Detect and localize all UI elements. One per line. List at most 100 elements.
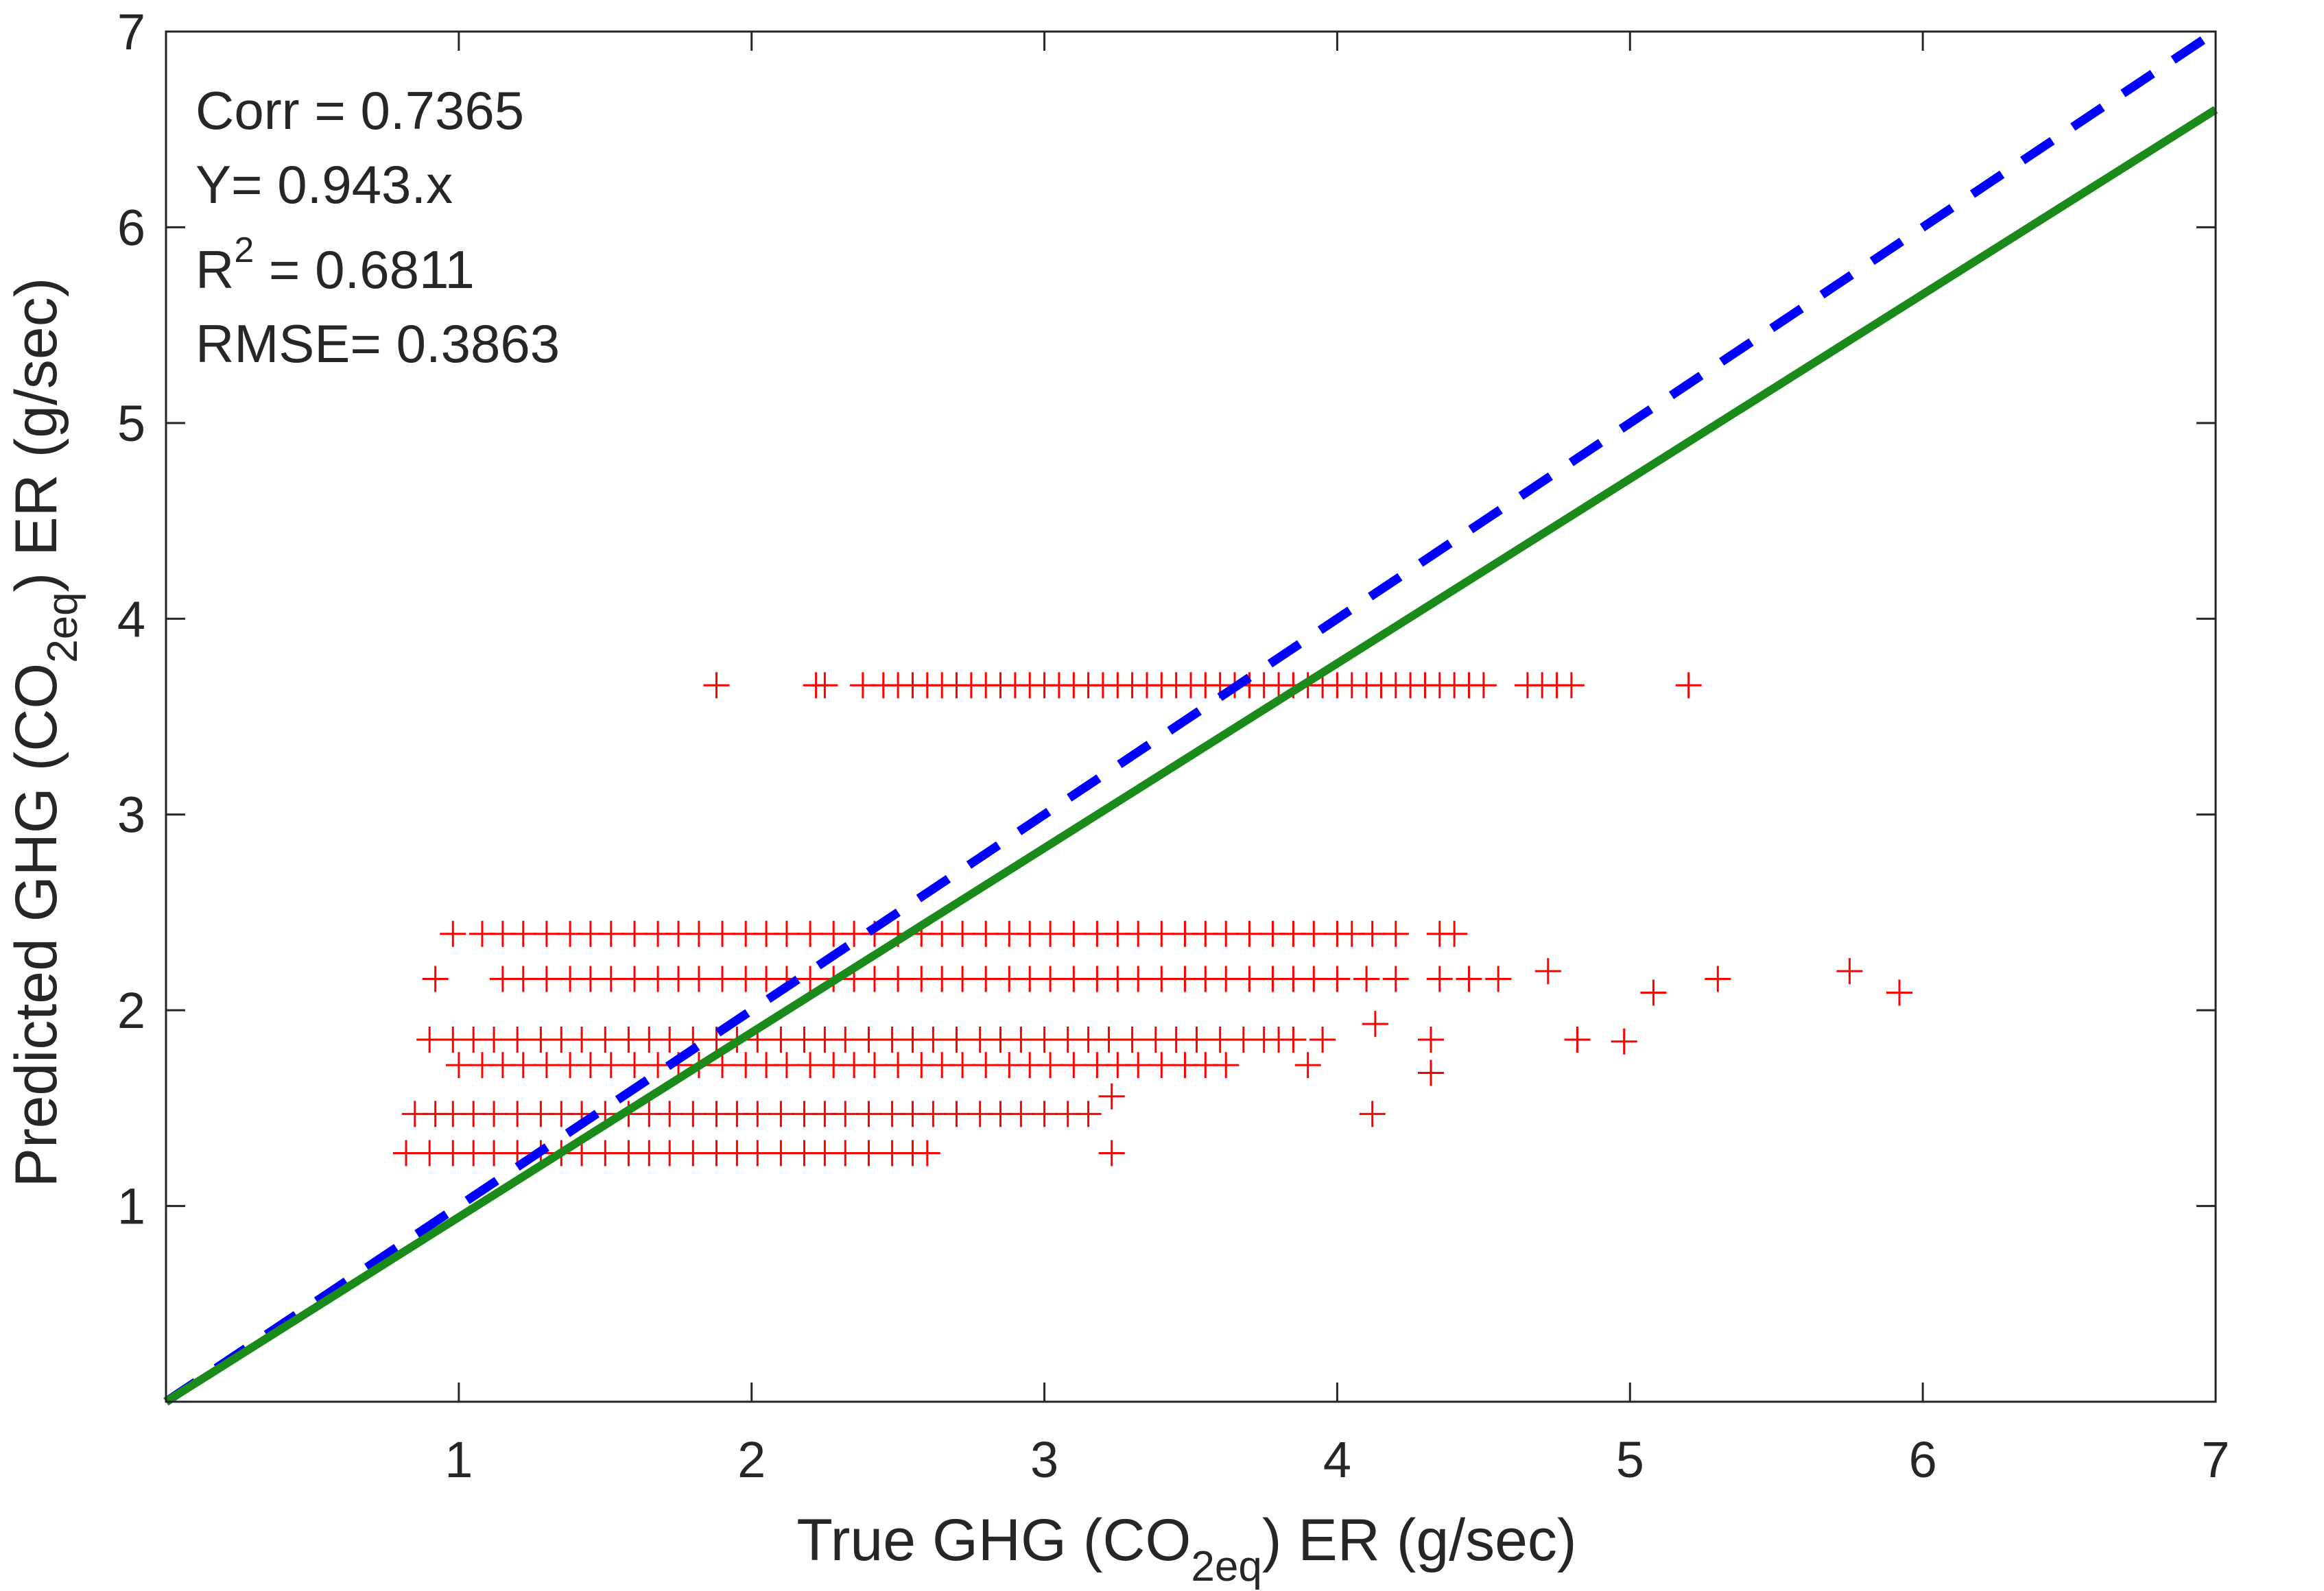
data-point (1236, 966, 1263, 992)
data-point (855, 1140, 882, 1167)
data-point (1886, 979, 1912, 1006)
data-point (1060, 1052, 1087, 1079)
data-point (592, 1140, 619, 1167)
y-tick-label: 4 (117, 590, 145, 647)
data-point (744, 1140, 771, 1167)
y-tick-label: 2 (117, 982, 145, 1039)
data-point (1207, 1027, 1233, 1053)
data-point (862, 966, 888, 992)
data-point (1037, 920, 1064, 947)
data-point (416, 1140, 443, 1167)
data-point (949, 966, 976, 992)
data-point (832, 1101, 859, 1127)
r2-text: R2 = 0.6811 (195, 230, 475, 300)
data-point (973, 920, 999, 947)
data-point (1148, 1052, 1175, 1079)
data-point (533, 1052, 560, 1079)
data-point (656, 1101, 683, 1127)
data-point (1675, 672, 1702, 699)
data-point (1441, 920, 1468, 947)
data-point (1426, 966, 1453, 992)
data-point (768, 1140, 794, 1167)
data-point (832, 1140, 859, 1167)
data-point (1125, 966, 1152, 992)
data-point (1213, 920, 1240, 947)
data-point (797, 1052, 824, 1079)
y-tick-label: 5 (117, 395, 145, 452)
data-point (855, 1101, 882, 1127)
data-point (1148, 920, 1175, 947)
data-point (709, 1052, 735, 1079)
data-point (1534, 958, 1561, 985)
data-point (1470, 672, 1497, 699)
axes (165, 30, 2217, 1403)
data-point (656, 1140, 683, 1167)
y-tick-label: 6 (117, 199, 145, 256)
rmse-text: RMSE= 0.3863 (195, 313, 560, 374)
data-point (973, 1052, 999, 1079)
data-point (481, 1101, 508, 1127)
data-point (1359, 1101, 1386, 1127)
x-tick-label: 7 (2201, 1431, 2229, 1488)
data-point (1037, 966, 1064, 992)
data-point (685, 966, 712, 992)
data-point (1008, 1027, 1034, 1053)
data-point (1359, 920, 1386, 947)
tick-labels: 1 2 3 4 5 6 7 1 2 3 4 5 6 7 (117, 3, 2230, 1488)
data-point (1418, 1027, 1444, 1053)
data-point (1324, 966, 1351, 992)
data-point (510, 1052, 536, 1079)
data-point (1095, 1027, 1122, 1053)
data-point (569, 1027, 595, 1053)
data-point (797, 966, 824, 992)
data-point (1037, 1052, 1064, 1079)
x-tick-label: 5 (1616, 1431, 1644, 1488)
data-point (709, 966, 735, 992)
data-point (768, 1027, 794, 1053)
x-tick-label: 2 (737, 1431, 766, 1488)
data-point (1456, 966, 1482, 992)
data-point (703, 672, 730, 699)
data-point (533, 966, 560, 992)
data-point (855, 1027, 882, 1053)
data-point (1382, 966, 1409, 992)
data-point (1705, 966, 1731, 992)
data-point (422, 966, 449, 992)
data-point (797, 920, 824, 947)
data-point (768, 1101, 794, 1127)
data-point (1564, 1027, 1591, 1053)
data-point (597, 1052, 624, 1079)
data-point (943, 1101, 970, 1127)
data-point (1294, 1052, 1321, 1079)
data-point (1148, 966, 1175, 992)
data-point (481, 1140, 508, 1167)
data-point (440, 920, 466, 947)
data-point (920, 1027, 947, 1053)
y-tick-label: 1 (117, 1178, 145, 1235)
data-point (1485, 966, 1512, 992)
data-point (885, 966, 912, 992)
data-markers (393, 672, 1912, 1167)
x-axis-label: True GHG (CO2eq) ER (g/sec) (796, 1507, 1576, 1590)
data-point (504, 1027, 531, 1053)
data-point (1213, 966, 1240, 992)
x-tick-label: 4 (1323, 1431, 1351, 1488)
data-point (949, 1052, 976, 1079)
data-point (680, 1140, 707, 1167)
data-point (862, 1052, 888, 1079)
data-point (1213, 1052, 1240, 1079)
data-point (1075, 1101, 1102, 1127)
fit-equation-text: Y= 0.943.x (195, 154, 453, 215)
data-point (1125, 920, 1152, 947)
data-point (1031, 1101, 1058, 1127)
data-point (1836, 958, 1863, 985)
data-point (1119, 1027, 1146, 1053)
data-point (1301, 920, 1327, 947)
fit-lines (163, 27, 2218, 1406)
data-point (885, 1052, 912, 1079)
data-point (416, 1027, 443, 1053)
data-point (621, 1052, 648, 1079)
data-point (1558, 672, 1585, 699)
